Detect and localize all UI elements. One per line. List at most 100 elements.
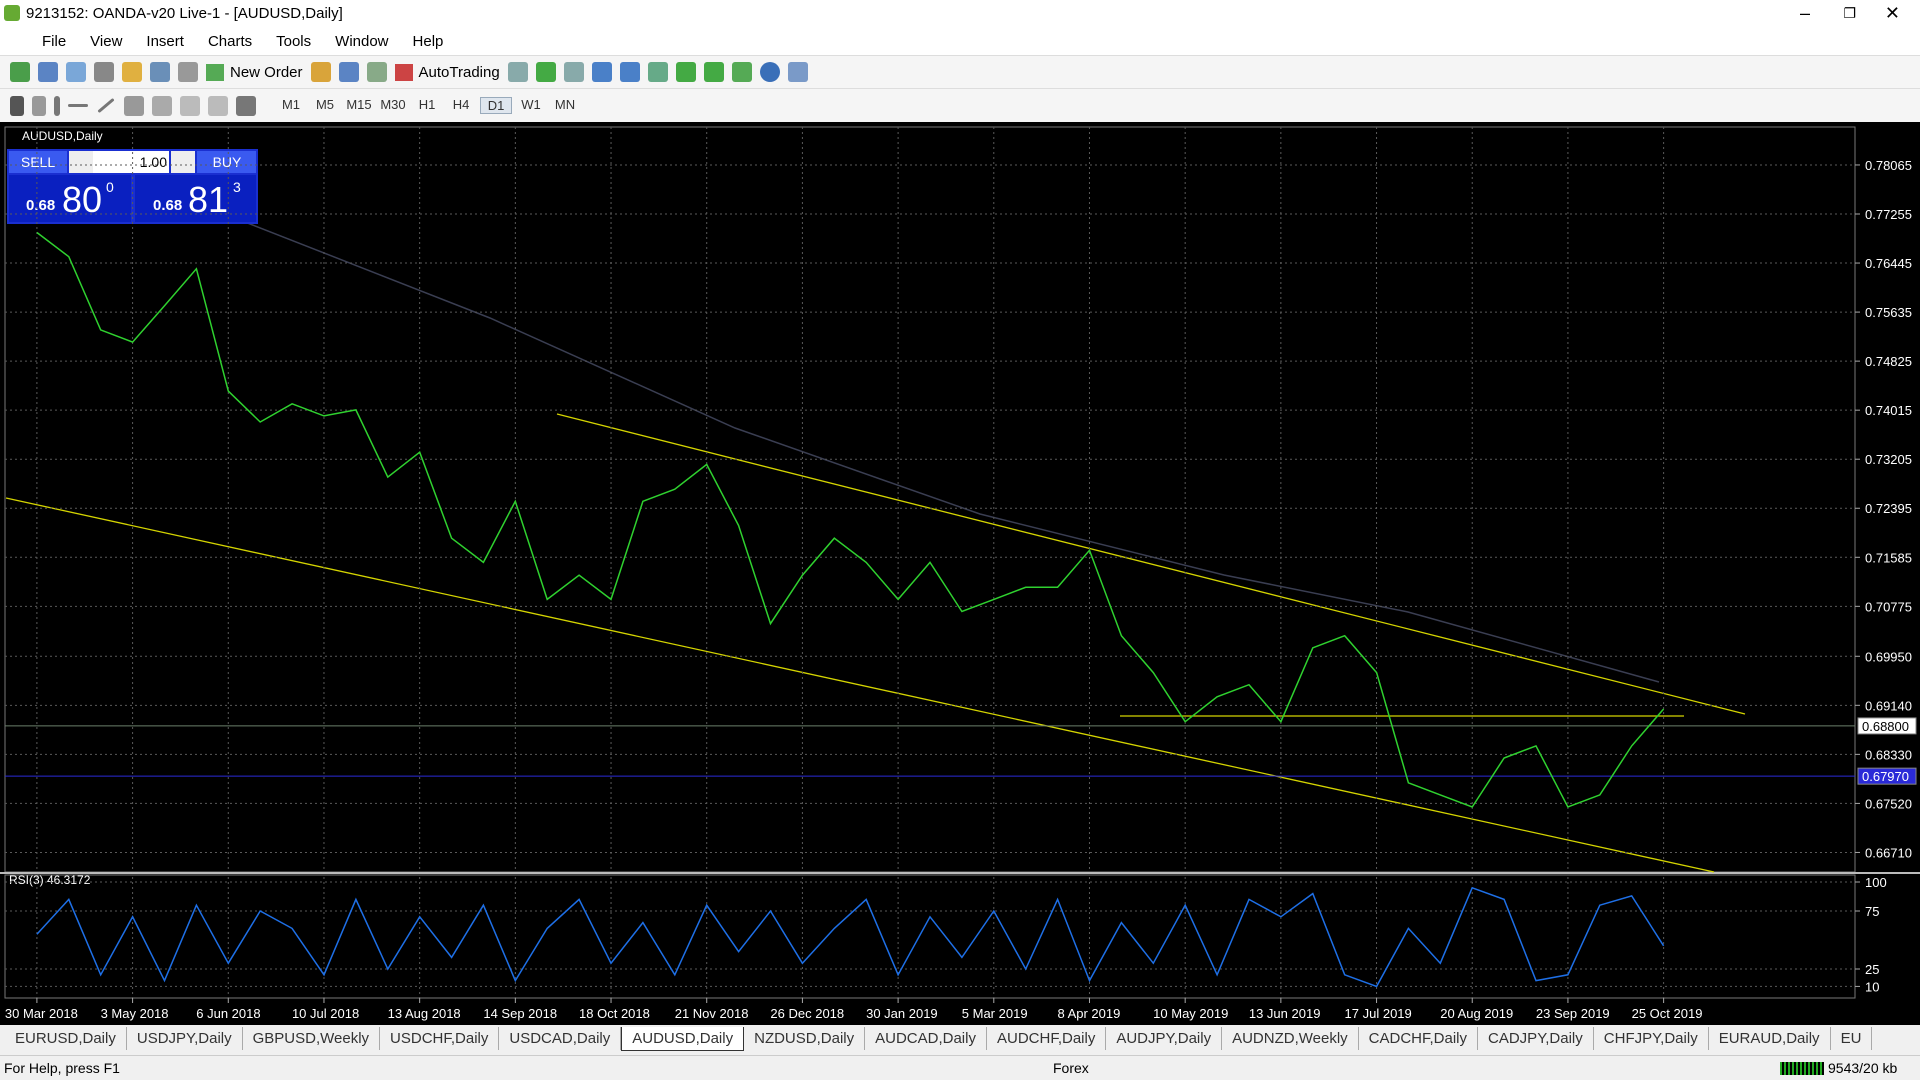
menu-bar: File View Insert Charts Tools Window Help [0, 27, 1920, 55]
hline-icon[interactable] [68, 104, 88, 107]
vline-icon[interactable] [54, 95, 60, 116]
ask-prefix: 0.68 [153, 197, 182, 214]
menu-item[interactable]: Tools [276, 32, 312, 50]
timeframe-button[interactable]: MN [554, 97, 576, 112]
x-tick-label: 5 Mar 2019 [962, 1006, 1028, 1021]
minimize-button[interactable]: – [1799, 3, 1810, 23]
chart-tab[interactable]: CADCHF,Daily [1359, 1027, 1479, 1050]
drawing-toolbar: M1 M5 M15 M30 H1 H4 D1 W1 MN [0, 88, 1920, 122]
profiles-icon[interactable] [38, 62, 58, 82]
chart-tab[interactable]: CADJPY,Daily [1478, 1027, 1594, 1050]
timeframe-button[interactable]: H1 [418, 97, 436, 112]
chart-tab[interactable]: CHFJPY,Daily [1594, 1027, 1709, 1050]
chart-tab[interactable]: AUDNZD,Weekly [1222, 1027, 1359, 1050]
navigator-icon[interactable] [122, 62, 142, 82]
chart-tab[interactable]: AUDCHF,Daily [987, 1027, 1107, 1050]
price-level-label: 0.68800 [1862, 719, 1909, 734]
y-tick-label: 0.78065 [1865, 158, 1912, 173]
new-chart-icon[interactable] [10, 62, 30, 82]
profile-name: Forex [1053, 1060, 1089, 1076]
chart-tab[interactable]: GBPUSD,Weekly [243, 1027, 381, 1050]
lot-up[interactable] [171, 151, 195, 173]
help-text: For Help, press F1 [4, 1060, 120, 1076]
x-tick-label: 26 Dec 2018 [770, 1006, 844, 1021]
traffic-text: 9543/20 kb [1828, 1060, 1898, 1076]
menu-item[interactable]: Charts [207, 32, 253, 50]
bid-sup: 0 [106, 179, 114, 195]
price-level-box [1857, 767, 1917, 785]
new-order-button[interactable]: New Order [206, 63, 303, 81]
chart-tab[interactable]: AUDJPY,Daily [1106, 1027, 1223, 1050]
timeframe-button[interactable]: M30 [380, 97, 406, 112]
sell-button[interactable] [9, 151, 67, 173]
y-tick-label: 0.66710 [1865, 845, 1912, 860]
shift-icon[interactable] [703, 62, 724, 82]
channel-icon[interactable] [124, 95, 144, 116]
x-tick-label: 30 Jan 2019 [866, 1006, 938, 1021]
x-tick-label: 10 Jul 2018 [292, 1006, 359, 1021]
x-tick-label: 23 Sep 2019 [1536, 1006, 1610, 1021]
y-tick-label: 25 [1865, 962, 1879, 977]
chart-tab[interactable]: EURUSD,Daily [5, 1027, 127, 1050]
tester-icon[interactable] [178, 62, 198, 82]
timeframe-button[interactable]: M15 [346, 97, 372, 112]
zoom-in-icon[interactable] [591, 62, 612, 82]
bar-chart-icon[interactable] [507, 62, 528, 82]
rsi-pane-frame [4, 874, 1856, 999]
chart-tab[interactable]: EURAUD,Daily [1709, 1027, 1831, 1050]
periods-icon[interactable] [759, 62, 780, 82]
menu-item[interactable]: View [90, 32, 123, 50]
y-tick-label: 0.74015 [1865, 403, 1912, 418]
market-watch-icon[interactable] [66, 62, 86, 82]
buy-label: BUY [213, 154, 242, 170]
menu-item[interactable]: Help [412, 32, 444, 50]
arrows-icon[interactable] [236, 95, 256, 116]
text-icon[interactable] [180, 95, 200, 116]
close-button[interactable]: ✕ [1884, 3, 1900, 23]
fibo-icon[interactable] [152, 95, 172, 116]
menu-item[interactable]: Window [335, 32, 389, 50]
data-window-icon[interactable] [94, 62, 114, 82]
chart-tab[interactable]: USDCHF,Daily [380, 1027, 500, 1050]
trendline-icon[interactable] [97, 97, 115, 114]
chart-tab[interactable]: USDCAD,Daily [499, 1027, 622, 1050]
restore-button[interactable]: ❐ [1843, 5, 1856, 21]
chart-tab[interactable]: EU [1831, 1027, 1873, 1050]
chart-tab[interactable]: AUDCAD,Daily [865, 1027, 987, 1050]
candle-chart-icon[interactable] [535, 62, 556, 82]
lot-down[interactable] [69, 151, 93, 173]
autoscroll-icon[interactable] [675, 62, 696, 82]
chart-tab[interactable]: USDJPY,Daily [127, 1027, 243, 1050]
menu-item[interactable]: Insert [146, 32, 184, 50]
cursor-icon[interactable] [10, 95, 24, 116]
terminal-icon[interactable] [150, 62, 170, 82]
lots-input[interactable] [93, 151, 169, 173]
label-icon[interactable] [208, 95, 228, 116]
menu-item[interactable]: File [42, 32, 67, 50]
tile-icon[interactable] [647, 62, 668, 82]
y-tick-label: 0.74825 [1865, 354, 1912, 369]
timeframe-button[interactable]: M1 [281, 97, 301, 112]
signals-icon[interactable] [338, 62, 359, 82]
y-tick-label: 0.69140 [1865, 698, 1912, 713]
toolbar: New Order AutoTrading [0, 55, 1920, 88]
timeframe-button[interactable]: W1 [521, 97, 541, 112]
chart-tab[interactable]: AUDUSD,Daily [621, 1026, 745, 1051]
timeframe-button[interactable]: D1 [480, 97, 512, 114]
buy-button[interactable] [197, 151, 256, 173]
chart-tab[interactable]: NZDUSD,Daily [744, 1027, 866, 1050]
timeframe-button[interactable]: H4 [452, 97, 470, 112]
crosshair-icon[interactable] [32, 95, 46, 116]
timeframe-button[interactable]: M5 [315, 97, 335, 112]
ask-sup: 3 [233, 179, 241, 195]
zoom-out-icon[interactable] [619, 62, 640, 82]
autotrading-button[interactable]: AutoTrading [394, 63, 500, 81]
line-chart-icon[interactable] [563, 62, 584, 82]
templates-icon[interactable] [787, 62, 808, 82]
market-icon[interactable] [366, 62, 387, 82]
metaeditor-icon[interactable] [310, 62, 331, 82]
indicators-icon[interactable] [731, 62, 752, 82]
x-tick-label: 25 Oct 2019 [1632, 1006, 1703, 1021]
y-tick-label: 0.75635 [1865, 305, 1912, 320]
y-tick-label: 0.73205 [1865, 452, 1912, 467]
